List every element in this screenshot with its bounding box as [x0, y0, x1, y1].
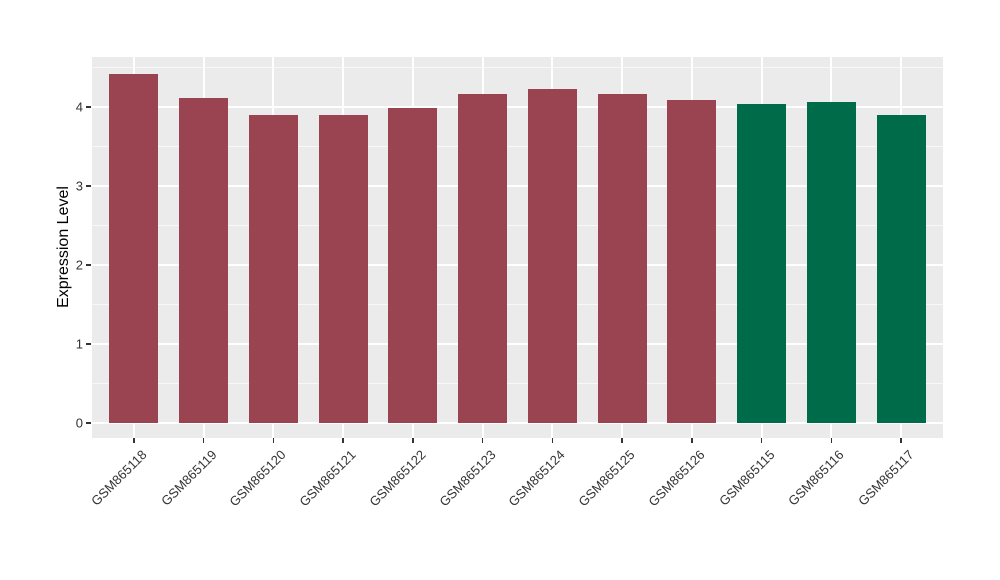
x-tick-label: GSM865117	[855, 447, 917, 509]
y-tick-label: 2	[75, 257, 83, 273]
bar-gsm865126	[667, 99, 717, 423]
x-tick-label: GSM865120	[226, 447, 289, 510]
minor-gridline	[92, 303, 943, 305]
x-tick-label: GSM865126	[645, 447, 708, 510]
x-tick-mark	[342, 438, 344, 443]
x-tick-mark	[202, 438, 205, 443]
minor-gridline	[92, 382, 943, 384]
x-tick-mark	[133, 438, 135, 443]
bar-gsm865119	[179, 98, 228, 423]
y-tick-label: 4	[75, 99, 83, 115]
x-tick-label: GSM865118	[87, 447, 150, 509]
x-tick-label: GSM865124	[505, 447, 568, 510]
y-tick-label: 1	[75, 336, 83, 352]
x-tick-mark	[481, 438, 484, 443]
bar-gsm865117	[876, 114, 926, 423]
minor-gridline	[92, 66, 943, 68]
bar-gsm865118	[109, 74, 159, 423]
major-gridline	[92, 105, 943, 108]
x-tick-mark	[760, 438, 763, 443]
x-tick-label: GSM865123	[436, 447, 499, 510]
bar-gsm865120	[248, 115, 298, 423]
bar-gsm865124	[527, 89, 577, 423]
minor-gridline	[92, 224, 943, 226]
bar-gsm865122	[388, 108, 438, 423]
bar-gsm865125	[597, 94, 647, 423]
bar-gsm865123	[458, 94, 508, 423]
x-tick-label: GSM865115	[715, 447, 778, 509]
x-tick-label: GSM865125	[575, 447, 638, 510]
y-tick-mark	[86, 422, 91, 424]
x-tick-mark	[691, 438, 693, 443]
y-tick-mark	[86, 264, 91, 266]
x-tick-label: GSM865119	[157, 447, 220, 509]
y-tick-mark	[86, 343, 91, 345]
major-gridline	[92, 421, 943, 424]
plot-panel	[92, 57, 943, 438]
y-tick-label: 3	[75, 178, 83, 194]
x-tick-mark	[551, 438, 554, 443]
bar-gsm865121	[318, 115, 368, 423]
x-tick-mark	[900, 438, 902, 443]
y-tick-mark	[86, 185, 91, 187]
bar-gsm865116	[806, 102, 856, 423]
bar-gsm865115	[737, 103, 787, 423]
y-tick-mark	[86, 106, 91, 108]
minor-gridline	[92, 145, 943, 147]
x-tick-label: GSM865116	[785, 447, 848, 509]
major-gridline	[92, 263, 943, 266]
major-gridline	[92, 342, 943, 345]
x-tick-label: GSM865122	[366, 447, 429, 510]
major-gridline	[92, 184, 943, 187]
y-tick-label: 0	[75, 415, 83, 431]
x-tick-label: GSM865121	[296, 447, 359, 510]
x-tick-mark	[830, 438, 833, 443]
x-tick-mark	[621, 438, 623, 443]
x-tick-mark	[272, 438, 275, 443]
x-tick-mark	[412, 438, 414, 443]
y-axis-title: Expression Level	[55, 186, 72, 308]
